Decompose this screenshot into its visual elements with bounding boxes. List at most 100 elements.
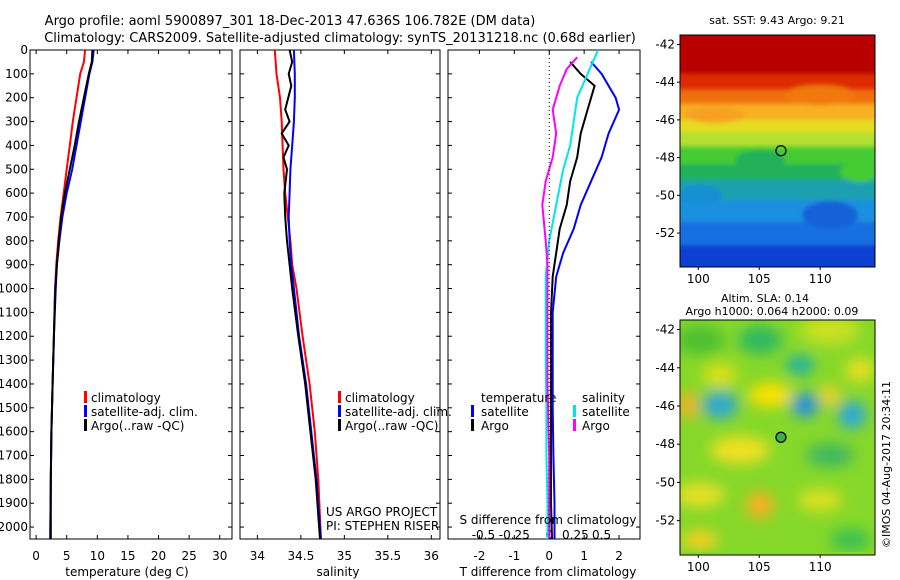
argo-position-marker [775, 431, 787, 443]
series-line-temperature-argo [550, 61, 596, 540]
legend-t-argo: Argo [481, 419, 509, 433]
x-tick-label: 34 [250, 549, 265, 563]
map-y-tick-label: -52 [655, 226, 675, 240]
top-tick-label: -0.25 [499, 528, 530, 542]
depth-tick-label: 1600 [0, 425, 28, 439]
difference-panel-frame [447, 49, 641, 540]
depth-tick-label: 200 [5, 91, 28, 105]
x-tick-label: -2 [473, 549, 485, 563]
x-tick-label: 34.5 [288, 549, 315, 563]
x-tick-label: 15 [120, 549, 135, 563]
x-tick-label: 20 [151, 549, 166, 563]
x-tick-label: 36 [424, 549, 439, 563]
map-y-tick-label: -48 [655, 437, 675, 451]
depth-tick-label: 1400 [0, 377, 28, 391]
map-x-tick-label: 100 [687, 560, 710, 574]
x-tick-label: 30 [212, 549, 227, 563]
legend-s-argo: Argo [582, 419, 610, 433]
sst-map-title: sat. SST: 9.43 Argo: 9.21 [709, 14, 845, 27]
x-tick-label: 35.5 [374, 549, 401, 563]
map-x-tick-label: 100 [687, 272, 710, 286]
depth-tick-label: 1500 [0, 401, 28, 415]
depth-tick-label: 1200 [0, 329, 28, 343]
temperature-legend: climatology satellite-adj. clim. Argo(..… [84, 391, 198, 433]
header-subtitle: Climatology: CARS2009. Satellite-adjuste… [44, 31, 636, 46]
salinity-panel-frame [239, 49, 441, 540]
map-y-tick-label: -42 [655, 37, 675, 51]
x-tick-label: 2 [615, 549, 623, 563]
legend-t-satellite: satellite [481, 405, 529, 419]
temperature-panel-frame [29, 49, 233, 540]
s-difference-axis-label: S difference from climatology [460, 513, 637, 527]
x-tick-label: 1 [580, 549, 588, 563]
depth-axis: 0 100 200 300 400 500 600 700 800 900 1000 1100 1200… [0, 43, 640, 534]
legend-climatology: climatology [345, 391, 415, 405]
sla-map-axes: -42 -44 -46 -48 -50 -52 100 105 110 [655, 323, 831, 574]
legend-swatch-argo [338, 419, 341, 431]
legend-swatch-s-satellite [573, 405, 576, 417]
series-line-salinity-argo [541, 56, 578, 539]
sla-heatmap [680, 320, 875, 555]
x-tick-label: 0 [545, 549, 553, 563]
legend-swatch-argo [84, 419, 87, 431]
x-tick-label: 0 [32, 549, 40, 563]
temperature-axis-label: temperature (deg C) [65, 565, 188, 579]
top-tick-label: 0.25 [562, 528, 589, 542]
map-y-tick-label: -44 [655, 361, 675, 375]
legend-swatch-climatology [84, 391, 87, 403]
difference-legend: temperature salinity satellite Argo sate… [471, 391, 630, 433]
depth-tick-label: 1700 [0, 449, 28, 463]
legend-swatch-climatology [338, 391, 341, 403]
depth-tick-label: 2000 [0, 520, 28, 534]
series-line-argo-raw-qc- [49, 49, 94, 539]
x-tick-label: 25 [182, 549, 197, 563]
sst-map-axes: -42 -44 -46 -48 -50 -52 100 105 110 [655, 37, 831, 286]
legend-swatch-t-argo [471, 419, 474, 431]
map-y-tick-label: -44 [655, 75, 675, 89]
depth-tick-label: 100 [5, 67, 28, 81]
watermark: ©IMOS 04-Aug-2017 20:34:11 [880, 381, 893, 548]
depth-tick-label: 1300 [0, 353, 28, 367]
map-x-tick-label: 110 [809, 560, 832, 574]
depth-tick-label: 0 [20, 43, 28, 57]
depth-tick-label: 1100 [0, 305, 28, 319]
x-tick-label: -1 [508, 549, 520, 563]
profile-lines [49, 49, 621, 540]
legend-swatch-s-argo [573, 419, 576, 431]
legend-satellite: satellite-adj. clim. [345, 405, 452, 419]
sla-map-frame [679, 319, 876, 556]
sla-map-title: Altim. SLA: 0.14 [721, 292, 809, 305]
series-line-temperature-satellite [551, 61, 621, 539]
project-pi: PI: STEPHEN RISER [326, 519, 439, 533]
salinity-axis-label: salinity [316, 565, 359, 579]
map-y-tick-label: -50 [655, 475, 675, 489]
legend-swatch-t-satellite [471, 405, 474, 417]
sla-map-subtitle: Argo h1000: 0.064 h2000: 0.09 [686, 305, 859, 318]
depth-tick-label: 900 [5, 258, 28, 272]
x-tick-label: 35 [337, 549, 352, 563]
map-x-tick-label: 105 [748, 560, 771, 574]
legend-climatology: climatology [91, 391, 161, 405]
map-y-tick-label: -42 [655, 323, 675, 337]
map-y-tick-label: -46 [655, 113, 675, 127]
map-y-tick-label: -48 [655, 151, 675, 165]
legend-s-satellite: satellite [582, 405, 630, 419]
legend-salinity-heading: salinity [582, 391, 625, 405]
depth-tick-label: 300 [5, 115, 28, 129]
argo-position-marker [775, 145, 787, 157]
depth-tick-label: 600 [5, 186, 28, 200]
project-name: US ARGO PROJECT [326, 505, 438, 519]
depth-tick-label: 500 [5, 162, 28, 176]
x-axes: 0 5 10 15 20 25 30 34 34.5 35 35.5 36 -2 -1 0 1 2 -0.5 -0.… [32, 50, 623, 563]
map-y-tick-label: -46 [655, 399, 675, 413]
series-line-argo-raw-qc- [280, 49, 321, 540]
legend-swatch-satellite [84, 405, 87, 417]
sst-map-frame [679, 34, 876, 268]
legend-satellite: satellite-adj. clim. [91, 405, 198, 419]
salinity-legend: climatology satellite-adj. clim. Argo(..… [338, 391, 452, 433]
series-line-salinity-satellite [544, 49, 600, 539]
header-title: Argo profile: aoml 5900897_301 18-Dec-20… [45, 14, 536, 29]
map-y-tick-label: -52 [655, 514, 675, 528]
x-tick-label: 10 [90, 549, 105, 563]
